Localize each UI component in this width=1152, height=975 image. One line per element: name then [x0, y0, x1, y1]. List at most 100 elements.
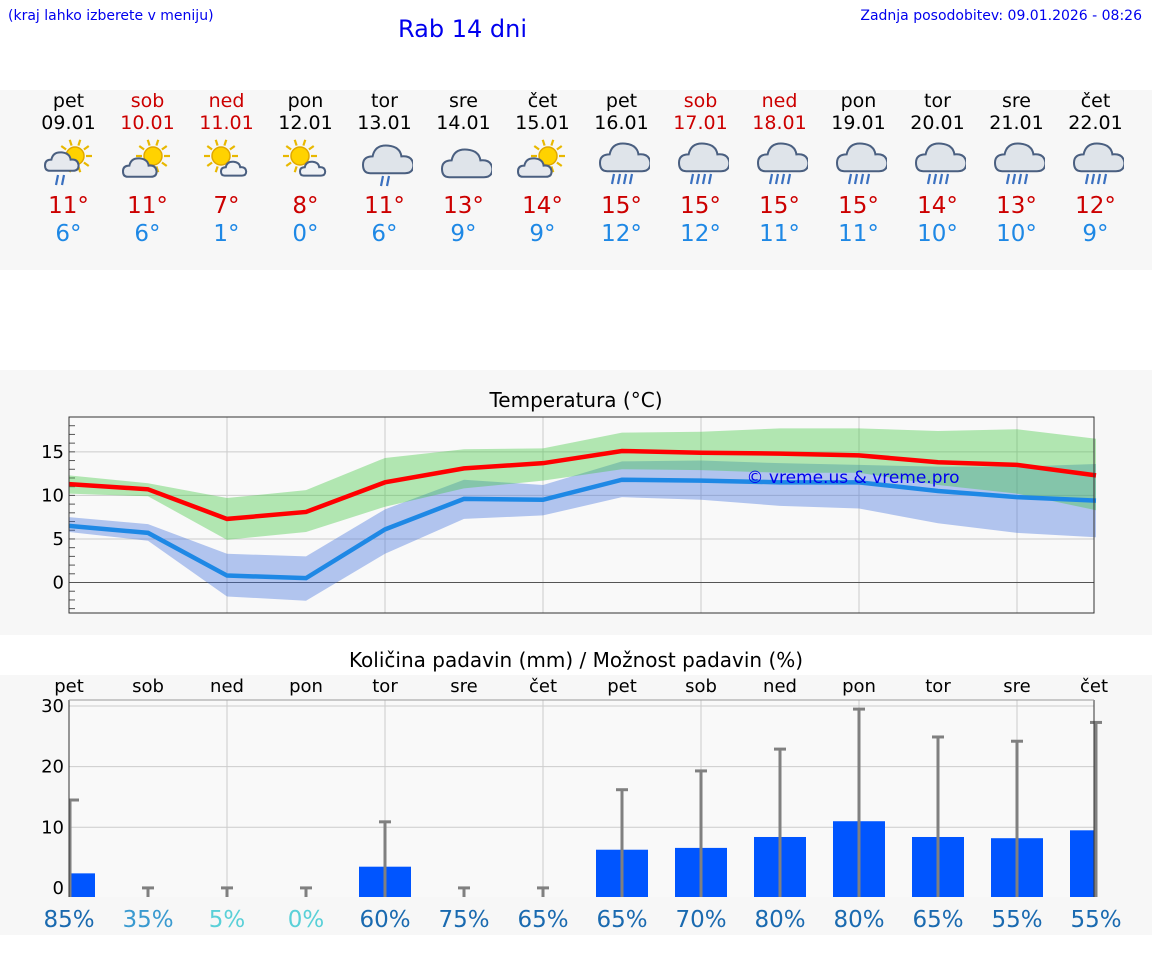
- day-name: ned: [761, 90, 798, 112]
- temp-max: 11°: [48, 193, 89, 219]
- forecast-day: pon 12.01 8° 0°: [266, 90, 346, 248]
- temp-max: 13°: [996, 193, 1037, 219]
- cloud-heavy-rain-icon: [914, 142, 966, 185]
- temp-max: 7°: [213, 193, 240, 219]
- cloud-rain-icon: [361, 144, 413, 187]
- y-tick-label: 30: [41, 696, 64, 717]
- y-tick-label: 10: [41, 817, 64, 838]
- forecast-day: sre 14.01 13° 9°: [424, 90, 504, 248]
- plot-frame: [68, 416, 1095, 614]
- temp-max: 15°: [601, 193, 642, 219]
- temp-max: 15°: [838, 193, 879, 219]
- temp-min: 9°: [450, 221, 477, 247]
- temp-min: 10°: [996, 221, 1037, 247]
- y-tick-label: 0: [53, 878, 64, 899]
- day-date: 15.01: [515, 112, 570, 134]
- day-date: 17.01: [673, 112, 728, 134]
- cloud-heavy-rain-icon: [677, 142, 729, 185]
- precip-probability: 85%: [43, 907, 94, 933]
- day-date: 09.01: [41, 112, 96, 134]
- day-name: pon: [287, 90, 324, 112]
- day-name: pon: [840, 90, 877, 112]
- x-category-label: pon: [289, 676, 323, 697]
- x-category-label: ned: [210, 676, 244, 697]
- x-category-label: pet: [607, 676, 637, 697]
- y-tick-label: 10: [41, 485, 64, 506]
- precip-probability: 5%: [209, 907, 246, 933]
- forecast-day: sre 21.01 13° 10°: [977, 90, 1057, 248]
- day-date: 22.01: [1068, 112, 1123, 134]
- x-category-label: tor: [372, 676, 398, 697]
- x-category-label: pet: [54, 676, 84, 697]
- temp-max: 14°: [917, 193, 958, 219]
- watermark: © vreme.us & vreme.pro: [746, 468, 959, 488]
- temp-max: 12°: [1075, 193, 1116, 219]
- x-category-label: sob: [685, 676, 717, 697]
- temp-max: 8°: [292, 193, 319, 219]
- precip-probability: 80%: [754, 907, 805, 933]
- temp-min: 12°: [601, 221, 642, 247]
- y-tick-label: 0: [53, 573, 64, 594]
- temp-min: 6°: [55, 221, 82, 247]
- x-category-label: pon: [842, 676, 876, 697]
- day-date: 12.01: [278, 112, 333, 134]
- cloud-icon: [440, 148, 492, 179]
- sun-cloud-icon: [121, 139, 170, 178]
- cloud-heavy-rain-icon: [756, 142, 808, 185]
- forecast-day: tor 13.01 11° 6°: [345, 90, 425, 248]
- day-name: ned: [208, 90, 245, 112]
- day-date: 13.01: [357, 112, 412, 134]
- temp-min: 1°: [213, 221, 240, 247]
- temp-min: 6°: [371, 221, 398, 247]
- precip-probability: 60%: [359, 907, 410, 933]
- page-title: Rab 14 dni: [398, 15, 527, 43]
- day-date: 11.01: [199, 112, 254, 134]
- precipitation-chart-title: Količina padavin (mm) / Možnost padavin …: [348, 648, 804, 672]
- day-name: tor: [371, 90, 398, 112]
- precip-probability: 65%: [912, 907, 963, 933]
- forecast-day: ned 18.01 15° 11°: [740, 90, 820, 248]
- precip-bar: [1070, 830, 1094, 897]
- cloud-heavy-rain-icon: [598, 142, 650, 185]
- sun-small-cloud-icon: [282, 139, 326, 177]
- temp-min: 0°: [292, 221, 319, 247]
- precip-probability: 65%: [596, 907, 647, 933]
- x-category-label: ned: [763, 676, 797, 697]
- precip-probability: 55%: [991, 907, 1042, 933]
- day-name: sre: [449, 90, 478, 112]
- temp-min: 9°: [529, 221, 556, 247]
- x-category-label: sre: [1003, 676, 1030, 697]
- temperature-chart-title: Temperatura (°C): [489, 388, 663, 412]
- day-name: čet: [527, 90, 558, 112]
- precip-probability: 75%: [438, 907, 489, 933]
- day-name: sob: [683, 90, 718, 112]
- day-name: tor: [924, 90, 951, 112]
- precip-probability: 0%: [288, 907, 325, 933]
- day-date: 16.01: [594, 112, 649, 134]
- sun-small-cloud-icon: [203, 139, 247, 177]
- region-hint[interactable]: (kraj lahko izberete v meniju): [8, 8, 214, 24]
- last-updated: Zadnja posodobitev: 09.01.2026 - 08:26: [860, 8, 1142, 24]
- max-temp-line: [68, 448, 1097, 522]
- cloud-heavy-rain-icon: [1072, 142, 1124, 185]
- temperature-chart: 0 5 10 15 © vreme.us & vreme.pro: [41, 416, 1097, 614]
- day-date: 18.01: [752, 112, 807, 134]
- precip-probability: 65%: [517, 907, 568, 933]
- day-name: sob: [130, 90, 165, 112]
- forecast-day: čet 22.01 12° 9°: [1056, 90, 1136, 248]
- sun-cloud-rain-icon: [43, 139, 92, 186]
- forecast-day: sob 10.01 11° 6°: [108, 90, 188, 248]
- temp-max: 11°: [127, 193, 168, 219]
- temp-min: 9°: [1082, 221, 1109, 247]
- precip-probability: 55%: [1070, 907, 1121, 933]
- sun-cloud-icon: [516, 139, 565, 178]
- x-category-label: sre: [450, 676, 477, 697]
- precip-probability: 70%: [675, 907, 726, 933]
- forecast-day: tor 20.01 14° 10°: [898, 90, 978, 248]
- y-tick-label: 20: [41, 757, 64, 778]
- forecast-day: ned 11.01 7° 1°: [187, 90, 267, 248]
- day-name: pet: [605, 90, 638, 112]
- day-name: pet: [52, 90, 85, 112]
- temp-max: 11°: [364, 193, 405, 219]
